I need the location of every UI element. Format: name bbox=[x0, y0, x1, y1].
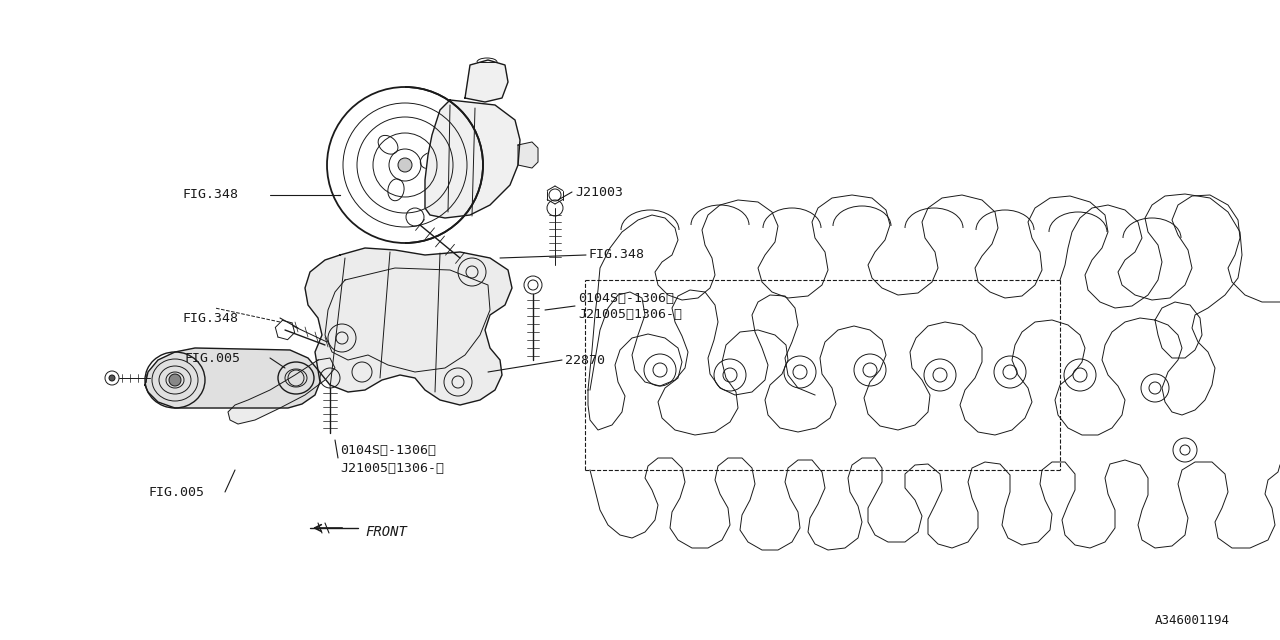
Circle shape bbox=[109, 375, 115, 381]
Polygon shape bbox=[145, 348, 320, 408]
Text: FRONT: FRONT bbox=[365, 525, 407, 539]
Polygon shape bbox=[305, 248, 512, 405]
Polygon shape bbox=[465, 60, 508, 102]
Text: 0104S（-1306）: 0104S（-1306） bbox=[579, 291, 675, 305]
Text: J21005（1306-）: J21005（1306-） bbox=[579, 308, 682, 321]
Text: FIG.005: FIG.005 bbox=[148, 486, 204, 499]
Text: J21005（1306-）: J21005（1306-） bbox=[340, 461, 444, 474]
Circle shape bbox=[398, 158, 412, 172]
Polygon shape bbox=[518, 142, 538, 168]
Text: J21003: J21003 bbox=[575, 186, 623, 198]
Circle shape bbox=[169, 374, 180, 386]
Text: A346001194: A346001194 bbox=[1155, 614, 1230, 627]
Text: 22870: 22870 bbox=[564, 353, 605, 367]
Text: FIG.348: FIG.348 bbox=[182, 189, 238, 202]
Text: FIG.005: FIG.005 bbox=[186, 351, 241, 365]
Text: FIG.348: FIG.348 bbox=[588, 248, 644, 262]
Text: FIG.348: FIG.348 bbox=[182, 312, 238, 324]
Polygon shape bbox=[228, 358, 335, 424]
Text: 0104S（-1306）: 0104S（-1306） bbox=[340, 444, 436, 456]
Polygon shape bbox=[425, 100, 520, 218]
